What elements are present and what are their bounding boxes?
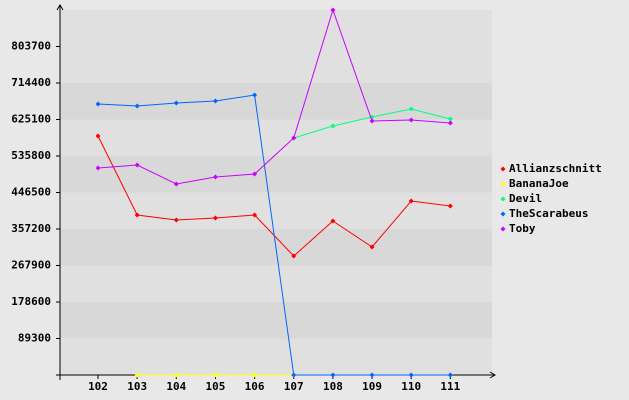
- y-tick-label: 178600: [11, 295, 51, 308]
- data-point: [173, 100, 179, 106]
- data-point: [252, 372, 258, 378]
- y-tick-label: 446500: [11, 186, 51, 199]
- data-point: [291, 253, 297, 259]
- x-tick-label: 102: [88, 380, 108, 393]
- data-point: [252, 212, 258, 218]
- data-point: [408, 372, 414, 378]
- data-point: [447, 372, 453, 378]
- grid-band: [60, 83, 492, 120]
- data-point: [212, 98, 218, 104]
- legend-label: BananaJoe: [509, 177, 569, 190]
- legend-label: Devil: [509, 192, 542, 205]
- data-point: [173, 181, 179, 187]
- data-point: [447, 203, 453, 209]
- data-point: [330, 7, 336, 13]
- data-point: [408, 117, 414, 123]
- legend-marker: [500, 226, 506, 232]
- y-tick-label: 625100: [11, 113, 51, 126]
- legend-marker: [500, 181, 506, 187]
- data-point: [291, 372, 297, 378]
- y-tick-label: 357200: [11, 222, 51, 235]
- y-tick-label: 267900: [11, 259, 51, 272]
- data-point: [134, 372, 140, 378]
- data-point: [252, 92, 258, 98]
- data-point: [134, 103, 140, 109]
- x-tick-label: 108: [323, 380, 343, 393]
- y-tick-label: 89300: [18, 332, 51, 345]
- data-point: [447, 116, 453, 122]
- data-point: [134, 212, 140, 218]
- data-point: [134, 162, 140, 168]
- x-tick-label: 106: [245, 380, 265, 393]
- x-tick-label: 109: [362, 380, 382, 393]
- y-tick-label: 714400: [11, 76, 51, 89]
- y-tick-label: 535800: [11, 149, 51, 162]
- x-axis-arrow: [489, 371, 496, 379]
- data-point: [173, 372, 179, 378]
- legend-marker: [500, 166, 506, 172]
- data-point: [408, 198, 414, 204]
- legend-label: Toby: [509, 222, 536, 235]
- data-point: [212, 215, 218, 221]
- legend-label: Allianzschnitt: [509, 162, 602, 175]
- legend-label: TheScarabeus: [509, 207, 588, 220]
- data-point: [173, 217, 179, 223]
- y-tick-label: 803700: [11, 40, 51, 53]
- legend-marker: [500, 196, 506, 202]
- data-point: [252, 171, 258, 177]
- data-point: [330, 372, 336, 378]
- data-point: [95, 165, 101, 171]
- series-line: [97, 8, 451, 185]
- data-point: [330, 123, 336, 129]
- x-tick-label: 104: [166, 380, 186, 393]
- data-point: [95, 133, 101, 139]
- legend-marker: [500, 211, 506, 217]
- data-point: [95, 101, 101, 107]
- grid-band: [60, 156, 492, 193]
- data-point: [212, 372, 218, 378]
- data-point: [212, 174, 218, 180]
- series-line: [97, 94, 451, 376]
- data-point: [369, 118, 375, 124]
- x-tick-label: 103: [127, 380, 147, 393]
- x-tick-label: 111: [440, 380, 460, 393]
- data-point: [291, 135, 297, 141]
- data-point: [447, 120, 453, 126]
- data-point: [408, 106, 414, 112]
- data-point: [369, 372, 375, 378]
- grid-band: [60, 302, 492, 339]
- x-tick-label: 107: [284, 380, 304, 393]
- data-point: [369, 244, 375, 250]
- data-point: [330, 218, 336, 224]
- y-axis-arrow: [56, 4, 64, 11]
- x-tick-label: 105: [206, 380, 226, 393]
- x-tick-label: 110: [401, 380, 421, 393]
